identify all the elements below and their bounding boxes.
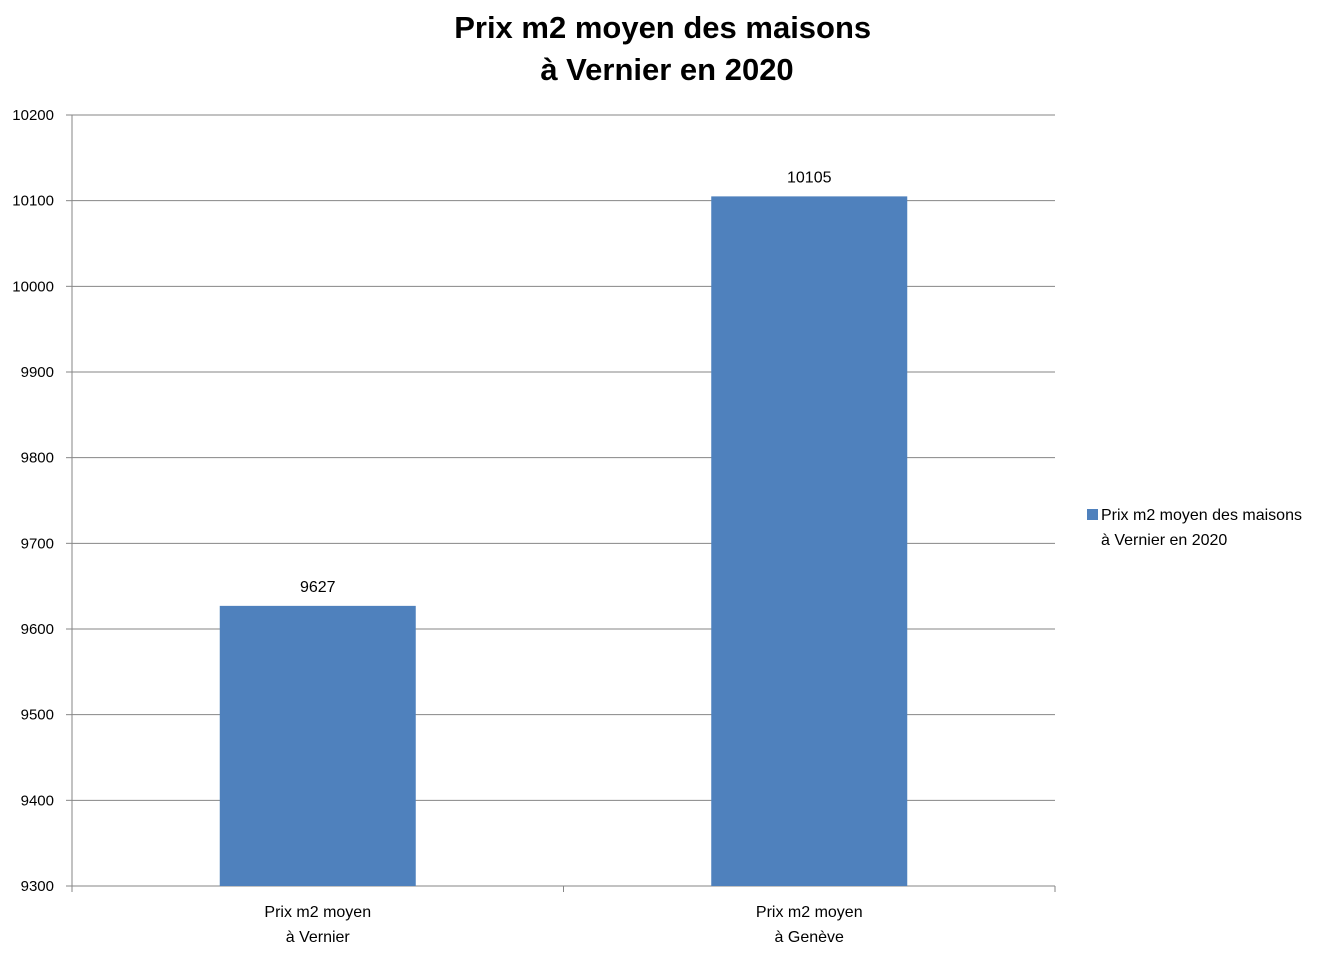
y-tick-label: 10100 (12, 193, 54, 210)
data-label: 9627 (300, 579, 336, 596)
legend: Prix m2 moyen des maisons à Vernier en 2… (1087, 507, 1306, 549)
x-category-label-line: Prix m2 moyen (264, 904, 371, 921)
y-axis-ticks: 9300 9400 9500 9600 9700 9800 9900 10000 10100 10… (12, 107, 72, 895)
x-category-label: Prix m2 moyen à Vernier (264, 904, 371, 946)
legend-label-line-1: Prix m2 moyen des maisons (1101, 507, 1302, 524)
bar-1 (219, 605, 416, 886)
axes (71, 115, 1056, 892)
y-tick-label: 10200 (12, 107, 54, 124)
x-axis-category-labels: Prix m2 moyen à Vernier Prix m2 moyen à Gen… (264, 904, 862, 946)
chart-title: Prix m2 moyen des maisons à Vernier en 2… (454, 10, 880, 87)
gridlines (72, 114, 1055, 801)
bar-2 (711, 196, 908, 887)
y-tick-label: 9300 (21, 878, 54, 895)
chart-title-line-2: à Vernier en 2020 (540, 52, 793, 87)
x-category-label: Prix m2 moyen à Genève (756, 904, 863, 946)
legend-swatch (1087, 509, 1098, 520)
y-tick-label: 9700 (21, 535, 54, 552)
x-category-label-line: à Genève (775, 929, 844, 946)
y-tick-label: 9900 (21, 364, 54, 381)
bars (219, 196, 908, 887)
data-labels: 9627 10105 (300, 169, 832, 595)
x-category-label-line: Prix m2 moyen (756, 904, 863, 921)
legend-label-line-2: à Vernier en 2020 (1101, 532, 1227, 549)
y-tick-label: 9800 (21, 450, 54, 467)
x-category-label-line: à Vernier (286, 929, 351, 946)
y-tick-label: 9400 (21, 792, 54, 809)
chart-title-line-1: Prix m2 moyen des maisons (454, 10, 871, 45)
legend-label: Prix m2 moyen des maisons à Vernier en 2… (1101, 507, 1306, 549)
y-tick-label: 9500 (21, 707, 54, 724)
data-label: 10105 (787, 169, 832, 186)
y-tick-label: 10000 (12, 278, 54, 295)
y-tick-label: 9600 (21, 621, 54, 638)
